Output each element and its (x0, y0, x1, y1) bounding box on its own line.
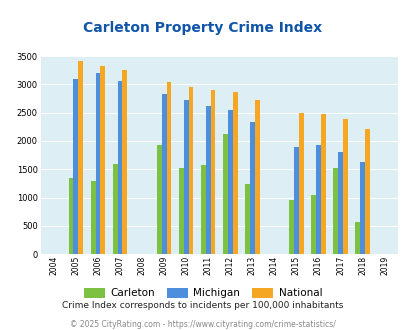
Bar (298, 113, 303, 254)
Bar (90, 181, 95, 254)
Bar (227, 111, 232, 254)
Bar (222, 134, 227, 254)
Bar (183, 100, 188, 254)
Bar (245, 184, 249, 254)
Bar (210, 90, 215, 254)
Text: © 2025 CityRating.com - https://www.cityrating.com/crime-statistics/: © 2025 CityRating.com - https://www.city… (70, 319, 335, 329)
Bar (95, 73, 100, 254)
Bar (311, 195, 315, 254)
Bar (73, 79, 78, 254)
Bar (364, 129, 369, 254)
Bar (156, 146, 161, 254)
Bar (315, 145, 320, 254)
Bar (179, 168, 183, 254)
Bar (68, 178, 73, 254)
Text: Crime Index corresponds to incidents per 100,000 inhabitants: Crime Index corresponds to incidents per… (62, 301, 343, 310)
Bar (342, 119, 347, 254)
Bar (200, 165, 205, 254)
Bar (288, 200, 293, 254)
Bar (117, 81, 122, 254)
Bar (320, 115, 325, 254)
Legend: Carleton, Michigan, National: Carleton, Michigan, National (79, 284, 326, 303)
Bar (249, 122, 254, 254)
Bar (293, 147, 298, 254)
Bar (161, 94, 166, 254)
Bar (113, 164, 117, 254)
Bar (100, 66, 105, 254)
Bar (78, 61, 83, 254)
Bar (354, 222, 359, 254)
Bar (188, 87, 193, 254)
Bar (205, 106, 210, 254)
Bar (232, 92, 237, 254)
Bar (333, 168, 337, 254)
Bar (337, 152, 342, 254)
Bar (122, 70, 127, 254)
Bar (359, 162, 364, 254)
Text: Carleton Property Crime Index: Carleton Property Crime Index (83, 21, 322, 35)
Bar (166, 82, 171, 254)
Bar (254, 100, 259, 254)
